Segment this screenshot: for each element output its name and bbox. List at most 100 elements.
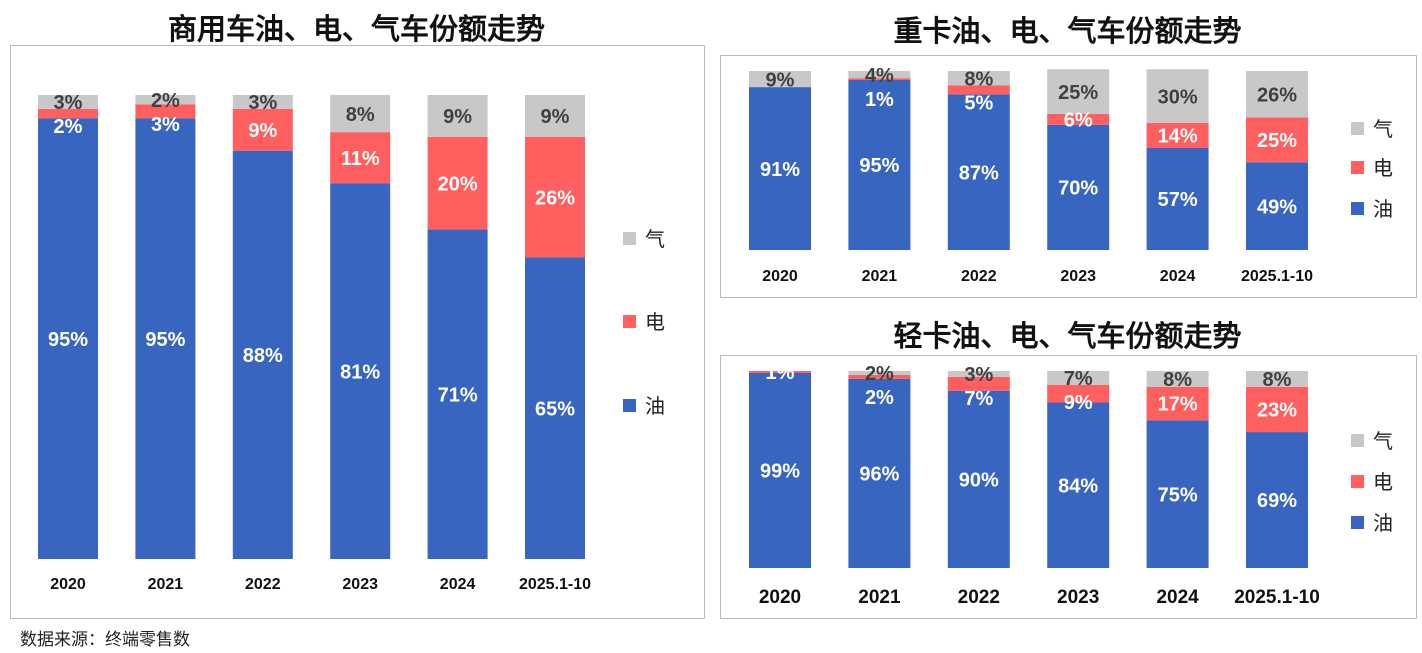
bar-气-2025.1-10 (1246, 71, 1308, 118)
legend-swatch-气 (1351, 122, 1364, 135)
legend-label-气: 气 (1373, 118, 1393, 141)
chart-commercial: 3% 2% 95% 2020 2% 3% 95% 2021 3% 9% 88% 2022 8% 11% 81… (10, 45, 705, 619)
bar-电-2023 (1047, 384, 1110, 403)
x-tick-label: 2023 (1057, 587, 1099, 608)
bar-电-2025.1-10 (1246, 117, 1308, 163)
bar-电-2025.1-10 (1246, 386, 1308, 433)
data-label-电-2020: 1% (766, 362, 795, 384)
chart-light-truck: 1% 99% 2020 2% 2% 96% 2021 3% 7% 90% 2022 7% 9% 84% 20… (720, 355, 1417, 619)
data-label-油-2023: 70% (1058, 178, 1098, 200)
data-label-电-2025.1-10: 25% (1257, 130, 1297, 152)
x-tick-label: 2021 (858, 587, 901, 608)
x-tick-label: 2020 (759, 587, 801, 608)
chart-title-heavy-truck: 重卡油、电、气车份额走势 (893, 14, 1242, 48)
x-tick-label: 2022 (961, 268, 997, 285)
data-label-气-2024: 8% (1163, 369, 1192, 391)
bar-油-2023 (330, 183, 391, 559)
bar-气-2023 (1047, 69, 1110, 114)
bar-油-2025.1-10 (525, 257, 585, 559)
data-label-油-2020: 91% (760, 159, 800, 181)
data-label-气-2020: 3% (54, 92, 83, 114)
bar-油-2024 (427, 229, 488, 559)
data-label-油-2024: 75% (1158, 484, 1198, 506)
data-label-电-2025.1-10: 23% (1257, 400, 1297, 422)
bar-电-2023 (330, 132, 391, 184)
data-label-电-2022: 7% (964, 388, 993, 410)
data-label-电-2024: 20% (438, 173, 478, 195)
legend-swatch-气 (623, 232, 636, 245)
bar-油-2025.1-10 (1246, 162, 1308, 250)
bar-电-2022 (232, 108, 293, 151)
data-label-气-2022: 8% (964, 68, 993, 90)
data-label-气-2023: 8% (346, 104, 375, 126)
bar-气-2021 (135, 95, 196, 105)
bar-油-2020 (749, 87, 811, 250)
data-label-油-2022: 90% (959, 470, 999, 492)
chart-title-commercial: 商用车油、电、气车份额走势 (167, 12, 545, 46)
legend-swatch-电 (623, 315, 636, 328)
x-tick-label: 2025.1-10 (1241, 268, 1313, 285)
data-label-气-2023: 25% (1058, 82, 1098, 104)
bar-气-2020 (749, 71, 811, 88)
bar-油-2025.1-10 (1246, 432, 1308, 568)
bar-电-2025.1-10 (525, 136, 585, 258)
data-label-气-2025.1-10: 26% (1257, 84, 1297, 106)
data-label-电-2021: 1% (865, 89, 894, 111)
x-tick-label: 2024 (440, 576, 476, 593)
bar-油-2023 (1047, 124, 1110, 250)
bar-气-2023 (330, 95, 391, 133)
x-tick-label: 2023 (342, 576, 378, 593)
bar-气-2022 (232, 95, 293, 109)
legend-swatch-电 (1351, 475, 1364, 488)
legend-label-电: 电 (1373, 471, 1393, 494)
legend-swatch-油 (623, 399, 636, 412)
footnote: 数据来源：终端零售数 (20, 630, 190, 650)
bar-油-2020 (38, 118, 98, 559)
x-tick-label: 2023 (1060, 268, 1096, 285)
data-label-气-2021: 2% (151, 90, 180, 112)
bar-气-2025.1-10 (1246, 371, 1308, 387)
data-label-油-2025.1-10: 49% (1257, 196, 1297, 218)
legend-label-油: 油 (1373, 512, 1393, 535)
bar-油-2021 (848, 378, 911, 568)
data-label-气-2023: 7% (1064, 368, 1093, 390)
x-tick-label: 2020 (762, 268, 798, 285)
chart-title-light-truck: 轻卡油、电、气车份额走势 (893, 319, 1242, 353)
bar-气-2024 (1146, 371, 1209, 387)
bar-油-2022 (947, 94, 1010, 250)
data-label-油-2023: 84% (1058, 475, 1098, 497)
x-tick-label: 2024 (1160, 268, 1196, 285)
bar-电-2023 (1047, 113, 1110, 125)
bar-电-2020 (38, 108, 98, 119)
data-label-油-2025.1-10: 69% (1257, 490, 1297, 512)
bar-电-2022 (947, 376, 1010, 391)
data-label-电-2024: 17% (1158, 394, 1198, 416)
legend-label-油: 油 (645, 395, 665, 418)
bar-油-2020 (749, 372, 811, 568)
legend-swatch-油 (1351, 516, 1364, 529)
bar-气-2022 (947, 371, 1010, 377)
bar-气-2022 (947, 71, 1010, 86)
x-tick-label: 2025.1-10 (1234, 587, 1320, 608)
data-label-油-2021: 96% (859, 464, 899, 486)
bar-电-2021 (135, 104, 196, 119)
bar-油-2024 (1146, 420, 1209, 568)
data-label-电-2022: 5% (964, 92, 993, 114)
data-label-油-2020: 99% (760, 461, 800, 483)
data-label-电-2023: 11% (341, 148, 380, 170)
legend-label-电: 电 (645, 311, 665, 334)
legend-swatch-气 (1351, 434, 1364, 447)
bar-气-2021 (848, 371, 911, 375)
bar-气-2025.1-10 (525, 95, 585, 137)
chart-heavy-truck: 9% 91% 2020 4% 1% 95% 2021 8% 5% 87% 2022 25% 6% 70% 2… (720, 55, 1417, 298)
bar-气-2024 (427, 95, 488, 137)
data-label-电-2023: 6% (1064, 110, 1093, 132)
x-tick-label: 2025.1-10 (519, 576, 591, 593)
bar-油-2021 (135, 118, 196, 559)
data-label-气-2020: 9% (766, 69, 795, 91)
bar-电-2021 (848, 374, 911, 379)
data-label-油-2022: 87% (959, 162, 999, 184)
data-label-气-2022: 3% (248, 92, 277, 114)
bar-油-2021 (848, 79, 911, 250)
bar-电-2024 (427, 136, 488, 230)
